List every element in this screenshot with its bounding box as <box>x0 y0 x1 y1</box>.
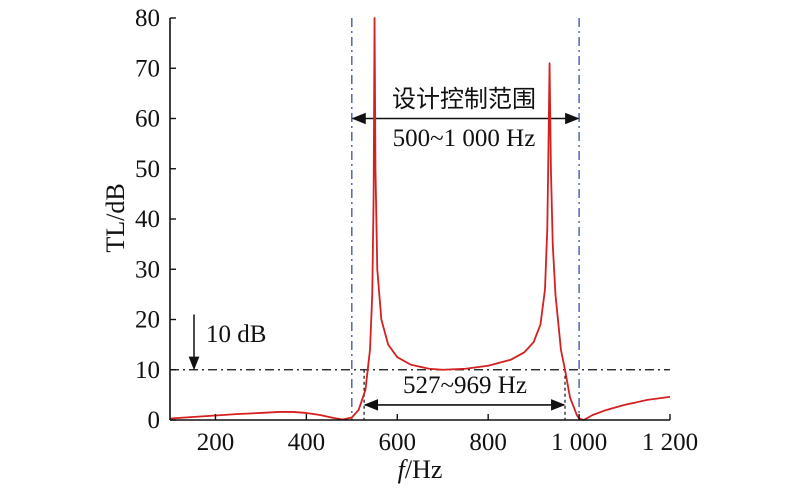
design-range-label: 500~1 000 Hz <box>393 125 536 152</box>
y-tick-label: 70 <box>135 55 160 82</box>
reference-line-label: 10 dB <box>206 321 266 348</box>
effective-range-label: 527~969 Hz <box>403 372 527 399</box>
y-tick-label: 40 <box>135 206 160 233</box>
series-layer <box>169 17 671 421</box>
tl-curve <box>169 17 671 421</box>
x-axis-label-unit: /Hz <box>405 455 443 484</box>
x-tick-label: 400 <box>288 429 326 456</box>
y-tick-label: 60 <box>135 106 160 133</box>
y-tick-label: 50 <box>135 156 160 183</box>
x-axis-label: f/Hz <box>398 455 443 484</box>
y-tick-label: 30 <box>135 256 160 283</box>
design-range-title: 设计控制范围 <box>392 85 536 113</box>
y-tick-label: 10 <box>135 357 160 384</box>
x-axis-label-var: f <box>398 455 409 484</box>
x-tick-label: 1 000 <box>551 429 607 456</box>
y-tick-label: 0 <box>148 407 161 434</box>
x-tick-label: 200 <box>197 429 235 456</box>
y-tick-label: 80 <box>135 5 160 32</box>
tick-labels: 0 10 20 30 40 50 60 70 80 200 400 600 800 1 000 1 200 <box>135 5 698 456</box>
x-tick-label: 600 <box>379 429 417 456</box>
x-tick-label: 800 <box>469 429 507 456</box>
y-tick-label: 20 <box>135 307 160 334</box>
x-tick-label: 1 200 <box>642 429 698 456</box>
annotation-lines <box>170 18 670 420</box>
axes <box>169 17 671 421</box>
y-axis-label: TL/dB <box>101 183 130 252</box>
